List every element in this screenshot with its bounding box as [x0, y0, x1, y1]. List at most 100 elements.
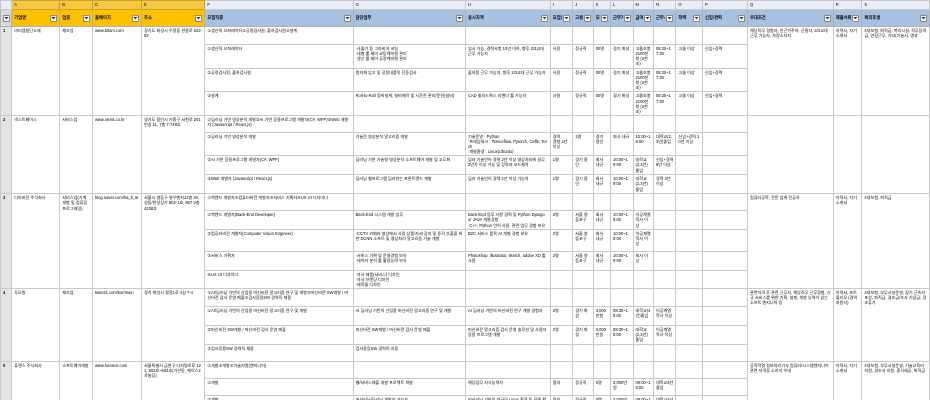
- cell-work-hours[interactable]: [652, 287, 677, 307]
- cell-duty[interactable]: 웹/서비스애플 개발 프로젝트 개발: [352, 377, 466, 396]
- cell-career[interactable]: [701, 228, 748, 252]
- cell-salary[interactable]: 이공계열 학사 이상: [632, 210, 654, 230]
- cell-headcount[interactable]: 2명: [549, 324, 574, 345]
- cell-count[interactable]: 0명: [592, 394, 612, 400]
- col-letter-L[interactable]: J: [572, 0, 594, 10]
- cell-career[interactable]: 신입+경력: [701, 91, 748, 116]
- filter-dropdown-icon[interactable]: [601, 14, 609, 22]
- cell-qualification[interactable]: [464, 269, 551, 289]
- cell-education[interactable]: [675, 26, 703, 45]
- cell-industry[interactable]: 소프트웨어개발: [59, 360, 93, 400]
- cell-work-location[interactable]: [610, 343, 634, 362]
- cell-salary[interactable]: 고졸초봉 2100만원 (2천초): [632, 91, 654, 116]
- cell-industry[interactable]: 서비스업(기계 개발 및 컴퓨팅 프로그래밍): [59, 193, 93, 289]
- cell-benefits[interactable]: 4대보험, 부무시설운영, 장기 근속자포상, 퇴직금, 경조금/조사 기념금,…: [861, 287, 930, 362]
- cell-employment-type[interactable]: 정규직: [572, 44, 594, 69]
- cell-work-location[interactable]: 경기 화성: [610, 44, 634, 69]
- cell-employment-type[interactable]: [572, 26, 594, 45]
- cell-salary[interactable]: 09:00~18:00: [632, 394, 654, 400]
- cell-employment-type[interactable]: 정규직: [572, 377, 594, 396]
- cell-employment-type[interactable]: 경기 화성: [572, 305, 594, 326]
- cell-headcount[interactable]: [549, 343, 574, 362]
- cell-career[interactable]: [701, 324, 748, 345]
- cell-job-type[interactable]: ①개발②개발③기술지원(엔지니어): [204, 360, 354, 379]
- cell-work-hours[interactable]: [652, 228, 677, 252]
- cell-work-location[interactable]: 10:00~19:00: [610, 210, 634, 230]
- row-number[interactable]: 5: [0, 360, 13, 400]
- cell-work-location[interactable]: 경기 화성: [610, 91, 634, 116]
- cell-work-hours[interactable]: 08:30~17:30: [652, 44, 677, 69]
- cell-career[interactable]: [701, 287, 748, 307]
- cell-duty[interactable]: ·서비스 기획 및 운영경험 보유 ·데이터 분석 툴 활용능력 보유: [352, 250, 466, 271]
- header-cell-headcount[interactable]: 모집인원: [549, 9, 574, 27]
- col-letter-M[interactable]: K: [592, 0, 612, 10]
- cell-work-location[interactable]: [610, 26, 634, 45]
- header-cell-employment-type[interactable]: 고용형태: [572, 9, 594, 27]
- cell-duty[interactable]: 원자재 입고 및 공정내품목 진동검사: [352, 67, 466, 93]
- cell-work-hours[interactable]: [652, 250, 677, 271]
- header-cell-address[interactable]: 주소: [141, 9, 206, 27]
- table-row[interactable]: 1 비티엠첨단소재 제조업 www.btlam.com 경기도 화성시 우정읍 …: [0, 26, 930, 116]
- table-row[interactable]: ③설계 Roll-to-Roll 장비설계, 설비제작 및 시운전 관리/운전(…: [1, 91, 930, 116]
- cell-employment-type[interactable]: [572, 269, 594, 289]
- filter-dropdown-icon[interactable]: [455, 14, 463, 22]
- cell-work-location[interactable]: 10:00~19:00: [610, 250, 634, 271]
- cell-work-hours[interactable]: 이공계열 학사 이상: [652, 305, 677, 326]
- cell-employment-type[interactable]: 서울 영등포구: [572, 228, 594, 252]
- col-letter-U[interactable]: S: [861, 0, 930, 10]
- cell-headcount[interactable]: 2명: [549, 305, 574, 326]
- cell-qualification[interactable]: Back-End 업무 사항 경력 및 Python Django or JAV…: [464, 210, 551, 230]
- cell-employment-type[interactable]: 정규직: [572, 91, 594, 116]
- cell-education[interactable]: [675, 174, 703, 195]
- filter-dropdown-icon[interactable]: [666, 14, 674, 22]
- cell-qualification[interactable]: [464, 114, 551, 133]
- table-row[interactable]: 5 퓨렌스 주식회사 소프트웨어개발 www.furence.com 서울특별시…: [0, 360, 930, 400]
- cell-homepage[interactable]: www.nextk.co.kr: [91, 114, 143, 195]
- cell-industry[interactable]: 제조업: [59, 287, 93, 362]
- table-row[interactable]: ②컴퓨터비전 개발자(Computer Vision Engineer) ·CC…: [1, 228, 930, 252]
- cell-work-location[interactable]: [610, 114, 634, 133]
- cell-career[interactable]: [701, 174, 748, 195]
- cell-work-hours[interactable]: 대학교4년 졸업: [652, 377, 677, 396]
- cell-education[interactable]: 고졸 이상: [675, 44, 703, 69]
- col-letter-C[interactable]: B: [59, 0, 93, 10]
- cell-work-hours[interactable]: 신입+경력 8년 이상: [652, 155, 677, 176]
- cell-employment-type[interactable]: [572, 287, 594, 307]
- filter-dropdown-icon[interactable]: [50, 14, 58, 22]
- cell-headcount[interactable]: 경력 경험 2년 이상: [549, 131, 574, 157]
- cell-job-type[interactable]: ④UX UI 디자이너: [204, 269, 354, 289]
- select-all-corner[interactable]: [0, 0, 13, 10]
- cell-headcount[interactable]: 사용: [549, 91, 574, 116]
- cell-company-name[interactable]: 디아비전 주식회사: [11, 193, 61, 289]
- cell-employment-type[interactable]: 1명: [572, 131, 594, 157]
- cell-education[interactable]: [675, 360, 703, 379]
- filter-dropdown-icon[interactable]: [3, 14, 10, 22]
- filter-dropdown-icon[interactable]: [823, 14, 831, 22]
- header-cell-benefits[interactable]: 복리후생: [861, 9, 930, 27]
- cell-qualification[interactable]: 해당업무 지식능력자: [464, 377, 551, 396]
- cell-salary[interactable]: [632, 343, 654, 362]
- cell-career[interactable]: [701, 343, 748, 362]
- cell-qualification[interactable]: [464, 287, 551, 307]
- cell-employment-type[interactable]: [572, 114, 594, 133]
- cell-duty[interactable]: [352, 114, 466, 133]
- cell-headcount[interactable]: 2명: [549, 210, 574, 230]
- cell-headcount[interactable]: [549, 287, 574, 307]
- cell-education[interactable]: 신입+경력 10년 이상: [675, 131, 703, 157]
- cell-headcount[interactable]: 1명: [549, 155, 574, 176]
- cell-salary[interactable]: 고졸초봉 2100만원 (2천초): [632, 44, 654, 69]
- cell-salary[interactable]: 대학교(4년)졸업: [632, 305, 654, 326]
- cell-address[interactable]: 경기도 용인시 기흥구 서천로 201번길 11, 7층 7-728호: [141, 114, 206, 195]
- filter-dropdown-icon[interactable]: [737, 14, 745, 22]
- cell-education[interactable]: [675, 193, 703, 212]
- filter-dropdown-icon[interactable]: [82, 14, 90, 22]
- header-cell-qualification[interactable]: 응시자격: [464, 9, 551, 27]
- table-row[interactable]: ①딥러닝 기반 영상분석 개발 기술문 영상분석 알고리즘 개발 기술운영 · …: [1, 131, 930, 157]
- cell-salary[interactable]: 이공계열 학사 이상: [632, 228, 654, 252]
- cell-job-type[interactable]: ①생산직 오퍼레이터②공정검사원, 출하검사원③설계: [204, 26, 354, 45]
- cell-headcount[interactable]: [549, 26, 574, 45]
- cell-employment-type[interactable]: 서울 영등포구: [572, 250, 594, 271]
- cell-industry[interactable]: 제조업: [59, 26, 93, 116]
- cell-career[interactable]: [701, 155, 748, 176]
- cell-company-name[interactable]: 퓨렌스 주식회사: [11, 360, 61, 400]
